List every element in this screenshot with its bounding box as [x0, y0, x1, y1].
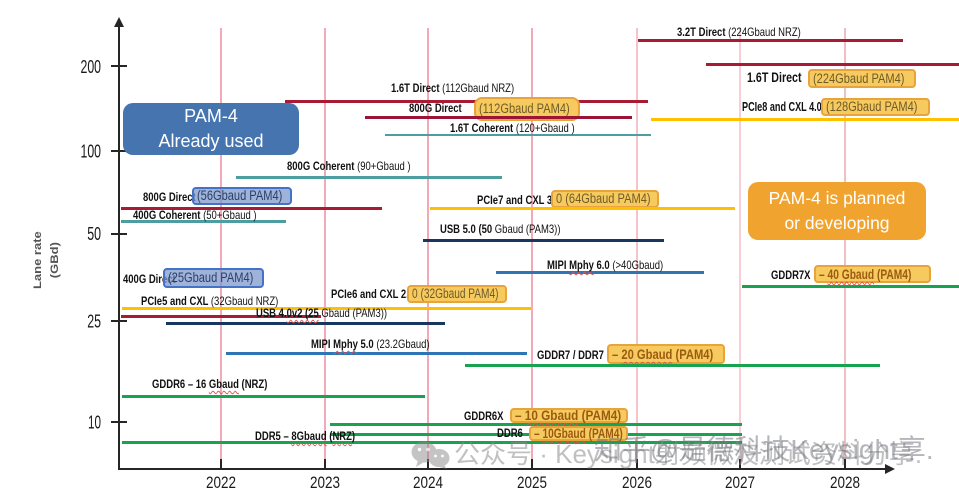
svg-text:2028: 2028: [830, 473, 860, 492]
svg-text:2026: 2026: [622, 473, 652, 492]
svg-text:2023: 2023: [310, 473, 340, 492]
svg-text:2025: 2025: [517, 473, 547, 492]
svg-text:50: 50: [87, 223, 101, 244]
svg-text:2027: 2027: [725, 473, 755, 492]
svg-text:200: 200: [81, 56, 102, 77]
svg-text:25: 25: [87, 311, 101, 332]
svg-text:100: 100: [81, 141, 102, 162]
svg-text:2024: 2024: [413, 473, 443, 492]
svg-text:10: 10: [88, 412, 101, 433]
svg-text:2022: 2022: [206, 473, 236, 492]
